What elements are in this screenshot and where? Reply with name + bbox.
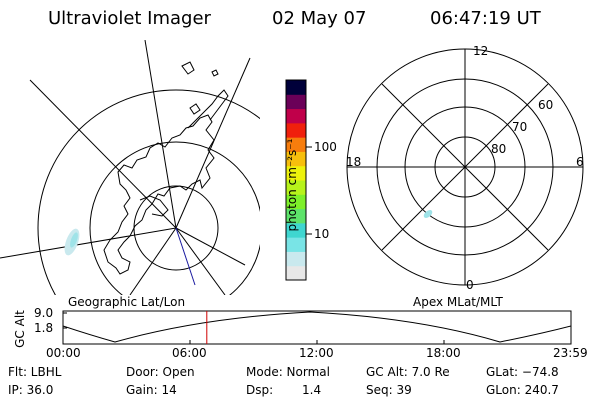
aurora-emission-geo <box>64 228 80 256</box>
info-dsp-label: Dsp: <box>246 383 274 397</box>
coastline-island <box>211 69 219 77</box>
info-glat: GLat: −74.8 <box>486 365 559 379</box>
mlt-label-18: 18 <box>346 155 362 169</box>
colorbar-cell <box>286 265 306 281</box>
xtick-label: 06:00 <box>172 346 207 360</box>
info-dsp-value: 1.4 <box>302 383 322 397</box>
colorbar-unit-label: photon cm⁻²s⁻¹ <box>285 138 299 232</box>
colorbar-cell <box>286 94 306 110</box>
info-seq: Seq: 39 <box>366 383 412 397</box>
colorbar-cell <box>286 208 306 224</box>
instrument-title: Ultraviolet Imager <box>48 8 211 29</box>
info-door: Door: Open <box>126 365 195 379</box>
meridian <box>144 40 177 229</box>
mlt-label-12: 12 <box>473 44 489 58</box>
colorbar-cell <box>286 222 306 238</box>
colorbar-cell <box>286 151 306 167</box>
info-ip: IP: 36.0 <box>8 383 54 397</box>
meridian <box>175 227 226 295</box>
lat-circle-outer <box>37 89 260 295</box>
colorbar-tick-label-100: 100 <box>314 140 337 154</box>
info-glon: GLon: 240.7 <box>486 383 559 397</box>
info-filter: Flt: LBHL <box>8 365 62 379</box>
coastline-island <box>189 103 201 115</box>
meridian <box>175 227 246 266</box>
mlt-label-6: 6 <box>576 155 584 169</box>
colorbar-cell <box>286 108 306 124</box>
xtick-label: 00:00 <box>46 346 81 360</box>
xtick-label: 18:00 <box>426 346 461 360</box>
altitude-ylabel: GC Alt <box>13 310 27 348</box>
mlat-label-60: 60 <box>538 98 554 112</box>
coastline-fragment <box>139 195 169 217</box>
date-label: 02 May 07 <box>272 8 367 29</box>
altitude-ytick-bottom: 1.8 <box>34 321 54 335</box>
colorbar-cell <box>286 165 306 181</box>
mlat-label-70: 70 <box>512 120 528 134</box>
colorbar-tick-label-10: 10 <box>314 227 330 241</box>
colorbar-cell <box>286 180 306 195</box>
xtick-label: 12:00 <box>299 346 334 360</box>
colorbar-cell <box>286 137 306 152</box>
colorbar-cell <box>286 251 306 267</box>
polar-grid <box>346 48 584 286</box>
altitude-curve <box>63 311 571 343</box>
info-gain: Gain: 14 <box>126 383 177 397</box>
lat-circle-mid <box>89 141 260 295</box>
meridian <box>29 79 177 229</box>
polar-diagonal <box>381 83 549 251</box>
meridian-highlight <box>175 227 196 286</box>
apex-label: Apex MLat/MLT <box>413 295 503 309</box>
geographic-map <box>0 40 260 295</box>
meridian <box>0 227 177 259</box>
colorbar <box>285 79 312 281</box>
coastline-island <box>181 61 195 75</box>
mlat-label-80: 80 <box>491 142 507 156</box>
colorbar-cell <box>286 194 306 210</box>
info-gc-alt: GC Alt: 7.0 Re <box>366 365 450 379</box>
meridian <box>175 57 251 229</box>
colorbar-cell <box>286 237 306 252</box>
coastline-antarctica <box>103 114 215 275</box>
coastline-peninsula <box>187 89 229 129</box>
info-mode: Mode: Normal <box>246 365 330 379</box>
colorbar-frame <box>285 79 307 281</box>
altitude-ytick-top: 9.0 <box>34 306 54 320</box>
colorbar-cell <box>286 80 306 95</box>
xtick-label: 23:59 <box>553 346 588 360</box>
geographic-label: Geographic Lat/Lon <box>68 295 186 309</box>
mlt-label-0: 0 <box>466 278 474 292</box>
colorbar-cell <box>286 122 306 138</box>
altitude-plot <box>62 310 572 345</box>
aurora-emission-polar <box>423 210 433 218</box>
altitude-frame <box>62 310 572 345</box>
time-label: 06:47:19 UT <box>430 8 541 29</box>
meridian <box>129 227 177 295</box>
